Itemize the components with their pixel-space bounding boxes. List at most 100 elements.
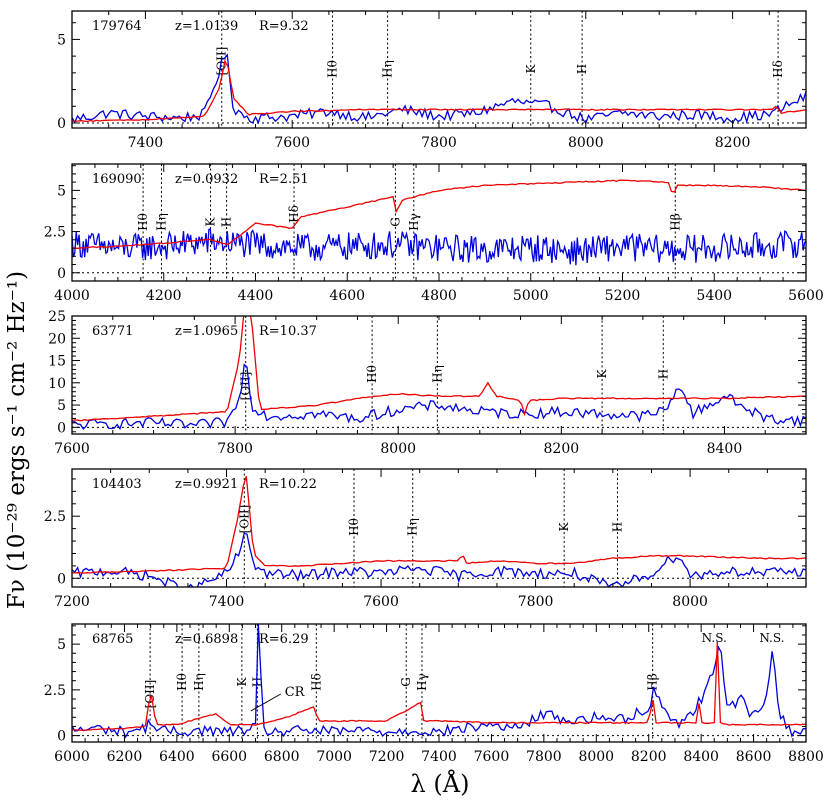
observed-spectrum	[72, 624, 806, 739]
y-tick-label: 0	[57, 420, 66, 436]
line-label: K	[204, 216, 218, 226]
y-tick-label: 0	[57, 116, 66, 132]
x-tick-label: 8400	[683, 749, 719, 765]
x-tick-label: 4400	[238, 288, 274, 304]
line-label: Hη	[406, 518, 420, 536]
y-tick-label: 2.5	[44, 225, 66, 241]
model-spectrum	[72, 476, 806, 574]
x-axis-label: λ (Å)	[411, 769, 470, 798]
y-tick-label: 0	[57, 571, 66, 587]
line-label: H	[250, 677, 264, 687]
y-tick-label: 0	[57, 729, 66, 745]
observed-spectrum	[72, 363, 806, 431]
line-markers: [OII] Hθ Hη K H Hδ	[215, 11, 785, 128]
x-tick-label: 7200	[369, 749, 405, 765]
x-tick-label: 5600	[788, 288, 824, 304]
x-tick-label: 5400	[696, 288, 732, 304]
x-tick-label: 8200	[631, 749, 667, 765]
model-spectrum	[72, 59, 806, 123]
line-label: Hδ	[771, 60, 785, 78]
annotation-label: CR	[285, 685, 306, 700]
line-label: Hθ	[175, 673, 189, 691]
observed-spectrum	[72, 228, 806, 266]
panel-snr: R=10.22	[259, 477, 317, 492]
x-tick-label: 7200	[54, 594, 90, 610]
panel-redshift: z=0.6898	[175, 632, 238, 647]
x-tick-label: 6200	[107, 749, 143, 765]
line-label: Hη	[154, 213, 168, 231]
line-label: K	[235, 676, 249, 686]
x-tick-label: 7800	[421, 135, 457, 151]
line-label: Hθ	[365, 365, 379, 383]
annotation-pointer	[250, 693, 281, 712]
panel-object-id: 68765	[92, 632, 133, 647]
line-label: Hη	[192, 673, 206, 691]
line-label: Hη	[381, 60, 395, 78]
series-group	[72, 624, 806, 739]
panel-object-id: 104403	[92, 477, 142, 492]
annotation-label: N.S.	[702, 631, 727, 645]
line-label: H	[575, 64, 589, 74]
series-group	[72, 316, 806, 431]
series-group	[72, 53, 806, 125]
model-spectrum	[72, 179, 806, 249]
y-tick-label: 2.5	[44, 683, 66, 699]
line-label: H	[220, 217, 234, 227]
x-tick-label: 8200	[544, 441, 580, 457]
spectrum-panel: Hθ Hη K H Hδ G Hγ Hβ 4000 4200 4400 4600 4800 5000 520…	[44, 163, 824, 304]
panel-snr: R=9.32	[259, 19, 309, 34]
x-tick-label: 8000	[578, 749, 614, 765]
y-tick-label: 20	[48, 331, 66, 347]
line-label: K	[557, 521, 571, 531]
x-tick-label: 8400	[707, 441, 743, 457]
x-tick-label: 7600	[274, 135, 310, 151]
line-label: Hβ	[668, 213, 682, 230]
panel-snr: R=2.51	[259, 172, 309, 187]
x-tick-label: 6400	[159, 749, 195, 765]
line-label: H	[656, 369, 670, 379]
panel-snr: R=10.37	[259, 324, 317, 339]
panel-object-id: 63771	[92, 324, 133, 339]
line-label: K	[524, 63, 538, 73]
line-label: Hβ	[646, 673, 660, 690]
panel-redshift: z=0.0932	[175, 172, 238, 187]
x-tick-label: 6600	[211, 749, 247, 765]
x-tick-label: 7600	[474, 749, 510, 765]
y-tick-label: 25	[48, 309, 66, 325]
x-tick-label: 7000	[316, 749, 352, 765]
panel-redshift: z=0.9921	[175, 477, 238, 492]
panel-redshift: z=1.0965	[175, 324, 238, 339]
series-group	[72, 179, 806, 266]
y-tick-label: 0	[57, 266, 66, 282]
line-label: Hδ	[309, 673, 323, 691]
panel-object-id: 179764	[92, 19, 142, 34]
x-tick-label: 8000	[672, 594, 708, 610]
x-tick-label: 7800	[518, 594, 554, 610]
y-tick-label: 15	[48, 354, 66, 370]
x-tick-label: 7800	[526, 749, 562, 765]
line-label: Hθ	[136, 213, 150, 231]
spectrum-panel: [OII] Hθ Hη K H Hδ G Hγ Hβ 6000 6200 6400 6600 6800 70…	[44, 623, 824, 765]
y-tick-label: 10	[48, 376, 66, 392]
x-tick-label: 4000	[54, 288, 90, 304]
observed-spectrum	[72, 532, 806, 587]
line-label: Hθ	[347, 518, 361, 536]
line-label: G	[388, 217, 402, 227]
x-tick-label: 7400	[209, 594, 245, 610]
spectrum-panel: [OII] Hθ Hη K H 7200 7400 7600 7800 8000 0 2.5 10440…	[44, 468, 807, 610]
annotation-label: N.S.	[759, 631, 784, 645]
line-label: Hθ	[326, 60, 340, 78]
observed-spectrum	[72, 53, 806, 125]
x-tick-label: 7600	[54, 441, 90, 457]
x-tick-label: 5000	[513, 288, 549, 304]
x-tick-label: 7800	[217, 441, 253, 457]
x-tick-label: 8200	[715, 135, 751, 151]
line-label: G	[399, 677, 413, 687]
model-spectrum	[72, 316, 806, 422]
line-label: H	[610, 522, 624, 532]
x-tick-label: 4600	[329, 288, 365, 304]
x-tick-label: 4800	[421, 288, 457, 304]
